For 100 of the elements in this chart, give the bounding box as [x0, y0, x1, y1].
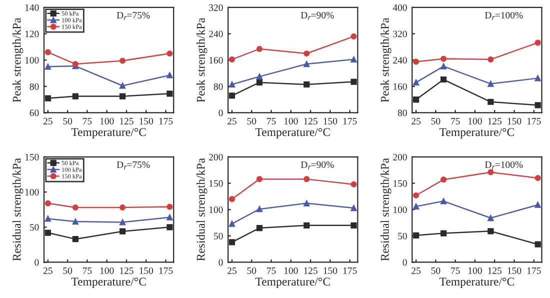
x-axis-title: Temperature/°C	[255, 278, 330, 288]
point	[72, 204, 78, 211]
y-tick-label: 100	[394, 206, 407, 214]
point	[534, 40, 541, 46]
y-axis-title: Residual strength/kPa	[196, 158, 208, 261]
x-axis-title: Temperature/°C	[71, 278, 146, 288]
point	[44, 95, 51, 102]
x-tick-label: 25	[228, 118, 236, 124]
point	[120, 58, 126, 64]
point	[228, 81, 236, 88]
point	[440, 63, 447, 70]
x-tick-label: 50	[431, 267, 440, 274]
point	[166, 214, 173, 220]
point	[304, 176, 310, 182]
point	[350, 78, 357, 85]
point	[256, 206, 263, 212]
y-axis-title: Peak strength/kPa	[196, 18, 208, 102]
x-tick-label: 100	[100, 118, 114, 124]
point	[488, 80, 494, 87]
point	[256, 176, 263, 182]
point	[72, 236, 78, 242]
x-tick-label: 75	[451, 267, 460, 274]
x-tick-label: 150	[324, 118, 338, 124]
x-tick-label: 25	[412, 267, 421, 274]
x-tick-label: 25	[228, 267, 236, 274]
y-tick-label: 320	[393, 30, 407, 38]
point	[413, 203, 420, 210]
point	[228, 196, 236, 202]
annotation: D$_{r}$=75%	[116, 12, 150, 20]
point	[228, 92, 236, 99]
y-tick-label: 50	[398, 232, 407, 240]
annotation: D$_{r}$=90%	[300, 12, 334, 20]
y-tick-label: 150	[209, 180, 223, 187]
point	[166, 50, 173, 57]
x-tick-label: 125	[488, 118, 502, 124]
point	[44, 49, 51, 56]
x-tick-label: 25	[412, 118, 421, 124]
point	[72, 218, 78, 225]
y-tick-label: 240	[209, 30, 223, 38]
y-tick-label: 140	[25, 4, 39, 11]
x-tick-label: 150	[140, 118, 154, 124]
y-tick-label: 50	[30, 224, 39, 231]
x-tick-label: 175	[527, 118, 541, 124]
y-axis-title: Peak strength/kPa	[380, 18, 392, 102]
y-tick-label: 80	[214, 83, 223, 90]
x-tick-label: 125	[488, 267, 502, 274]
y-axis-title: Peak strength/kPa	[12, 18, 24, 102]
x-tick-label: 75	[82, 118, 92, 124]
x-tick-label: 175	[343, 267, 357, 274]
x-tick-label: 50	[247, 267, 256, 274]
x-axis-title: Temperature/°C	[71, 128, 146, 139]
point	[534, 202, 541, 208]
point	[44, 200, 51, 206]
point	[488, 98, 494, 105]
point	[350, 222, 357, 228]
x-tick-label: 175	[159, 118, 173, 124]
point	[166, 204, 173, 210]
point	[440, 176, 447, 183]
point	[413, 232, 420, 238]
x-tick-label: 175	[159, 267, 173, 274]
point	[413, 58, 420, 65]
point	[256, 224, 263, 232]
y-tick-label: 80	[30, 83, 39, 90]
point	[228, 239, 236, 246]
point	[534, 102, 541, 108]
point	[350, 204, 357, 212]
point	[350, 33, 357, 40]
point	[166, 224, 173, 230]
point	[350, 181, 357, 188]
y-tick-label: 100	[25, 57, 39, 64]
annotation: D$_{r}$=100%	[484, 161, 523, 170]
y-tick-label: 50	[214, 232, 223, 240]
y-tick-label: 0	[218, 259, 223, 266]
y-tick-label: 150	[25, 154, 39, 160]
point	[534, 174, 541, 182]
point	[166, 72, 173, 78]
x-tick-label: 100	[284, 118, 298, 124]
y-tick-label: 200	[209, 154, 223, 160]
x-tick-label: 50	[63, 118, 72, 124]
x-tick-label: 25	[43, 118, 52, 124]
y-tick-label: 150	[394, 180, 407, 187]
point	[488, 214, 494, 222]
x-tick-label: 125	[304, 118, 318, 124]
point	[534, 75, 541, 82]
point	[440, 230, 447, 236]
y-tick-label: 400	[392, 4, 407, 11]
point	[304, 200, 310, 206]
x-tick-label: 50	[247, 118, 256, 124]
y-tick-label: 200	[393, 154, 407, 160]
y-tick-label: 240	[393, 57, 407, 64]
point	[440, 56, 447, 62]
y-tick-label: 80	[398, 110, 407, 116]
point	[534, 241, 541, 248]
x-tick-label: 175	[343, 118, 357, 124]
point	[304, 50, 310, 57]
x-tick-label: 100	[100, 267, 114, 274]
point	[488, 169, 494, 176]
point	[166, 90, 173, 97]
y-axis-title: Residual strength/kPa	[12, 158, 24, 261]
point	[256, 46, 263, 52]
